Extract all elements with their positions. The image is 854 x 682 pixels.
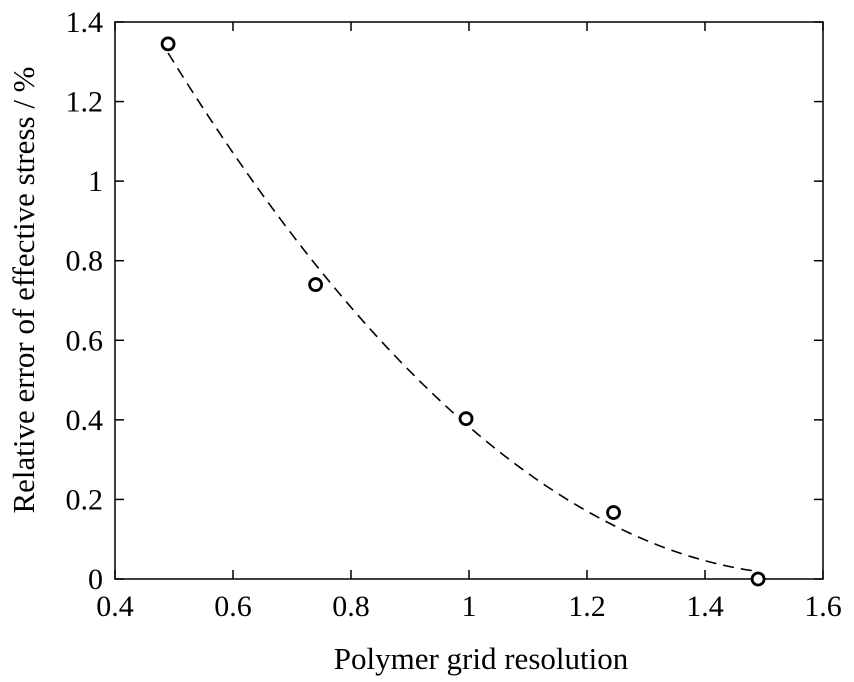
x-axis-label: Polymer grid resolution bbox=[334, 641, 629, 676]
x-tick-label: 0.8 bbox=[332, 590, 370, 623]
plot-frame bbox=[114, 21, 824, 580]
x-tick-label: 0.4 bbox=[96, 590, 134, 623]
x-tick-label: 1 bbox=[462, 590, 477, 623]
data-point bbox=[750, 571, 766, 587]
plot-area bbox=[114, 21, 824, 580]
y-tick-label: 1.4 bbox=[66, 6, 104, 39]
fit-curve bbox=[167, 52, 759, 573]
y-tick-label: 1 bbox=[88, 165, 103, 198]
y-tick-label: 1.2 bbox=[66, 86, 104, 119]
y-tick-label: 0.6 bbox=[66, 324, 104, 357]
y-axis-label: Relative error of effective stress / % bbox=[6, 66, 41, 513]
data-point bbox=[458, 411, 474, 427]
y-tick-label: 0.4 bbox=[66, 404, 104, 437]
data-point bbox=[308, 277, 324, 292]
y-axis-ticks: 0 0.2 0.4 0.6 0.8 1 1.2 1.4 bbox=[66, 6, 823, 596]
y-tick-label: 0 bbox=[88, 563, 103, 596]
y-tick-label: 0.2 bbox=[66, 483, 104, 516]
x-tick-label: 0.6 bbox=[214, 590, 252, 623]
y-tick-label: 0.8 bbox=[66, 245, 104, 278]
x-axis-ticks: 0.4 0.6 0.8 1 1.2 1.4 1.6 bbox=[96, 22, 842, 623]
data-point bbox=[160, 36, 176, 52]
fit-curve-layer bbox=[167, 52, 759, 573]
data-point bbox=[606, 505, 621, 520]
x-tick-label: 1.6 bbox=[804, 590, 842, 623]
x-tick-label: 1.4 bbox=[686, 590, 724, 623]
x-tick-label: 1.2 bbox=[568, 590, 606, 623]
data-points-layer bbox=[160, 36, 766, 587]
